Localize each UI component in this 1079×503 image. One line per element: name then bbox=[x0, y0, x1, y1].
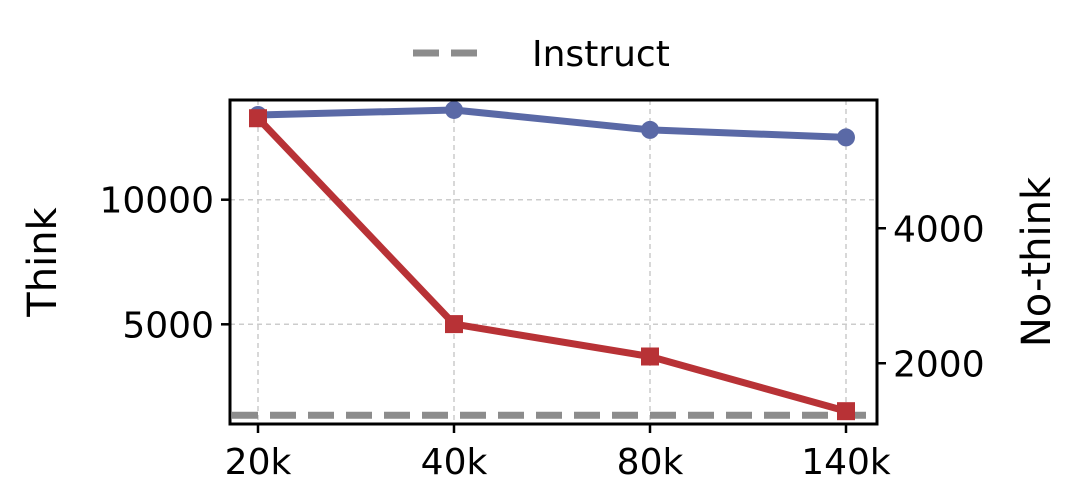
right-y-tick-label-2000: 2000 bbox=[893, 344, 985, 385]
data-point-think-80k bbox=[641, 120, 659, 139]
legend-label-instruct: Instruct bbox=[532, 34, 670, 75]
series-line-no-think bbox=[255, 115, 847, 415]
right-y-tick-label-4000: 4000 bbox=[893, 209, 985, 250]
plot-area bbox=[232, 100, 875, 421]
plot-frame bbox=[228, 98, 879, 426]
data-point-no-think-40k bbox=[445, 315, 463, 334]
right-y-axis: 2000 4000 bbox=[877, 209, 985, 385]
left-y-axis: 5000 10000 bbox=[99, 181, 230, 346]
data-point-think-40k bbox=[445, 100, 463, 119]
left-axis-title: Think bbox=[20, 206, 66, 317]
left-y-tick-label-5000: 5000 bbox=[122, 305, 214, 346]
x-tick-label-80k: 80k bbox=[617, 442, 684, 483]
data-point-no-think-140k bbox=[837, 402, 855, 421]
left-y-tick-label-10000: 10000 bbox=[99, 181, 214, 222]
series-line-think bbox=[257, 106, 847, 141]
legend: Instruct bbox=[413, 34, 670, 75]
data-point-think-140k bbox=[837, 128, 855, 147]
grid bbox=[230, 100, 877, 424]
x-tick-label-20k: 20k bbox=[225, 442, 292, 483]
x-tick-label-40k: 40k bbox=[421, 442, 488, 483]
x-axis: 20k 40k 80k 140k bbox=[225, 424, 891, 483]
data-point-no-think-80k bbox=[641, 347, 659, 366]
right-axis-title: No-think bbox=[1014, 176, 1060, 347]
data-point-no-think-20k bbox=[249, 109, 267, 128]
x-tick-label-140k: 140k bbox=[801, 442, 891, 483]
